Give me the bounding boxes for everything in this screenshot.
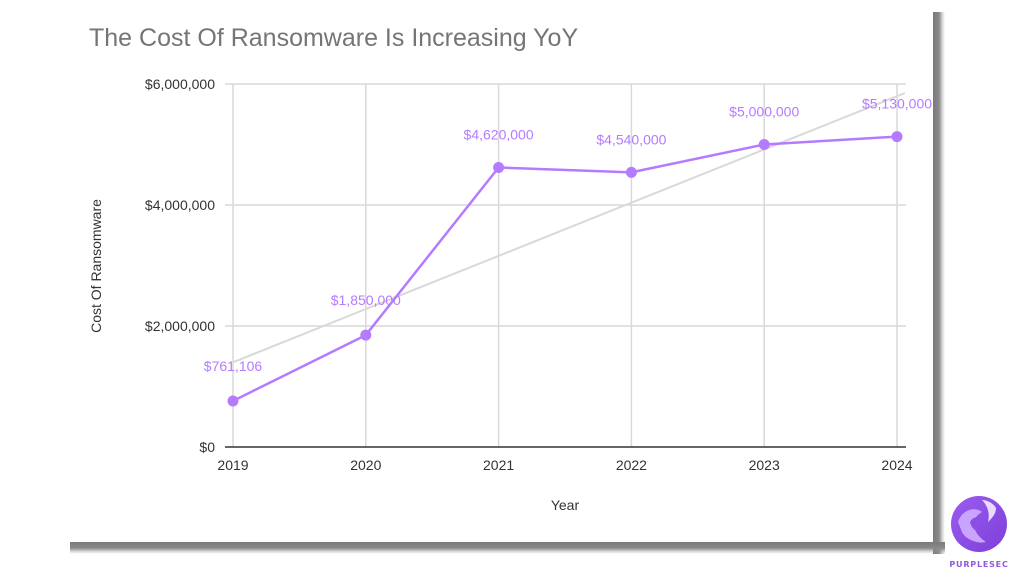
trendline: [232, 92, 906, 364]
data-point: [891, 131, 903, 143]
x-tick-label: 2020: [350, 457, 381, 473]
data-label: $4,540,000: [596, 131, 666, 147]
panel-shadow-bottom: [70, 542, 945, 554]
x-tick-label: 2019: [217, 457, 248, 473]
data-label: $5,000,000: [729, 104, 799, 120]
x-tick-label: 2024: [881, 457, 912, 473]
data-point: [758, 139, 770, 150]
x-tick-label: 2021: [483, 457, 514, 473]
x-tick-label: 2022: [616, 457, 647, 473]
y-tick-label: $2,000,000: [145, 318, 215, 334]
falcon-icon: PURPLESEC: [949, 496, 1008, 569]
data-point: [227, 395, 239, 407]
y-tick-label: $6,000,000: [145, 76, 215, 92]
x-tick-label: 2023: [749, 457, 780, 473]
x-axis-title: Year: [551, 497, 580, 513]
data-label: $761,106: [204, 358, 263, 374]
panel-shadow-right: [933, 12, 945, 554]
data-point: [625, 166, 637, 178]
series-line: [232, 135, 898, 403]
line-chart: $0 $2,000,000 $4,000,000 $6,000,000 2019 2020…: [88, 76, 932, 513]
data-point: [493, 161, 505, 173]
data-point: [360, 329, 372, 341]
data-label: $5,130,000: [862, 96, 932, 112]
y-tick-label: $4,000,000: [145, 197, 215, 213]
purplesec-logo: PURPLESEC: [944, 492, 1014, 572]
chart-panel: The Cost Of Ransomware Is Increasing YoY…: [88, 24, 933, 513]
y-tick-label: $0: [199, 439, 215, 455]
y-axis-title: Cost Of Ransomware: [88, 199, 104, 333]
data-label: $1,850,000: [331, 292, 401, 308]
data-label: $4,620,000: [464, 126, 534, 142]
chart-title: The Cost Of Ransomware Is Increasing YoY: [89, 24, 579, 52]
logo-text: PURPLESEC: [949, 560, 1008, 569]
